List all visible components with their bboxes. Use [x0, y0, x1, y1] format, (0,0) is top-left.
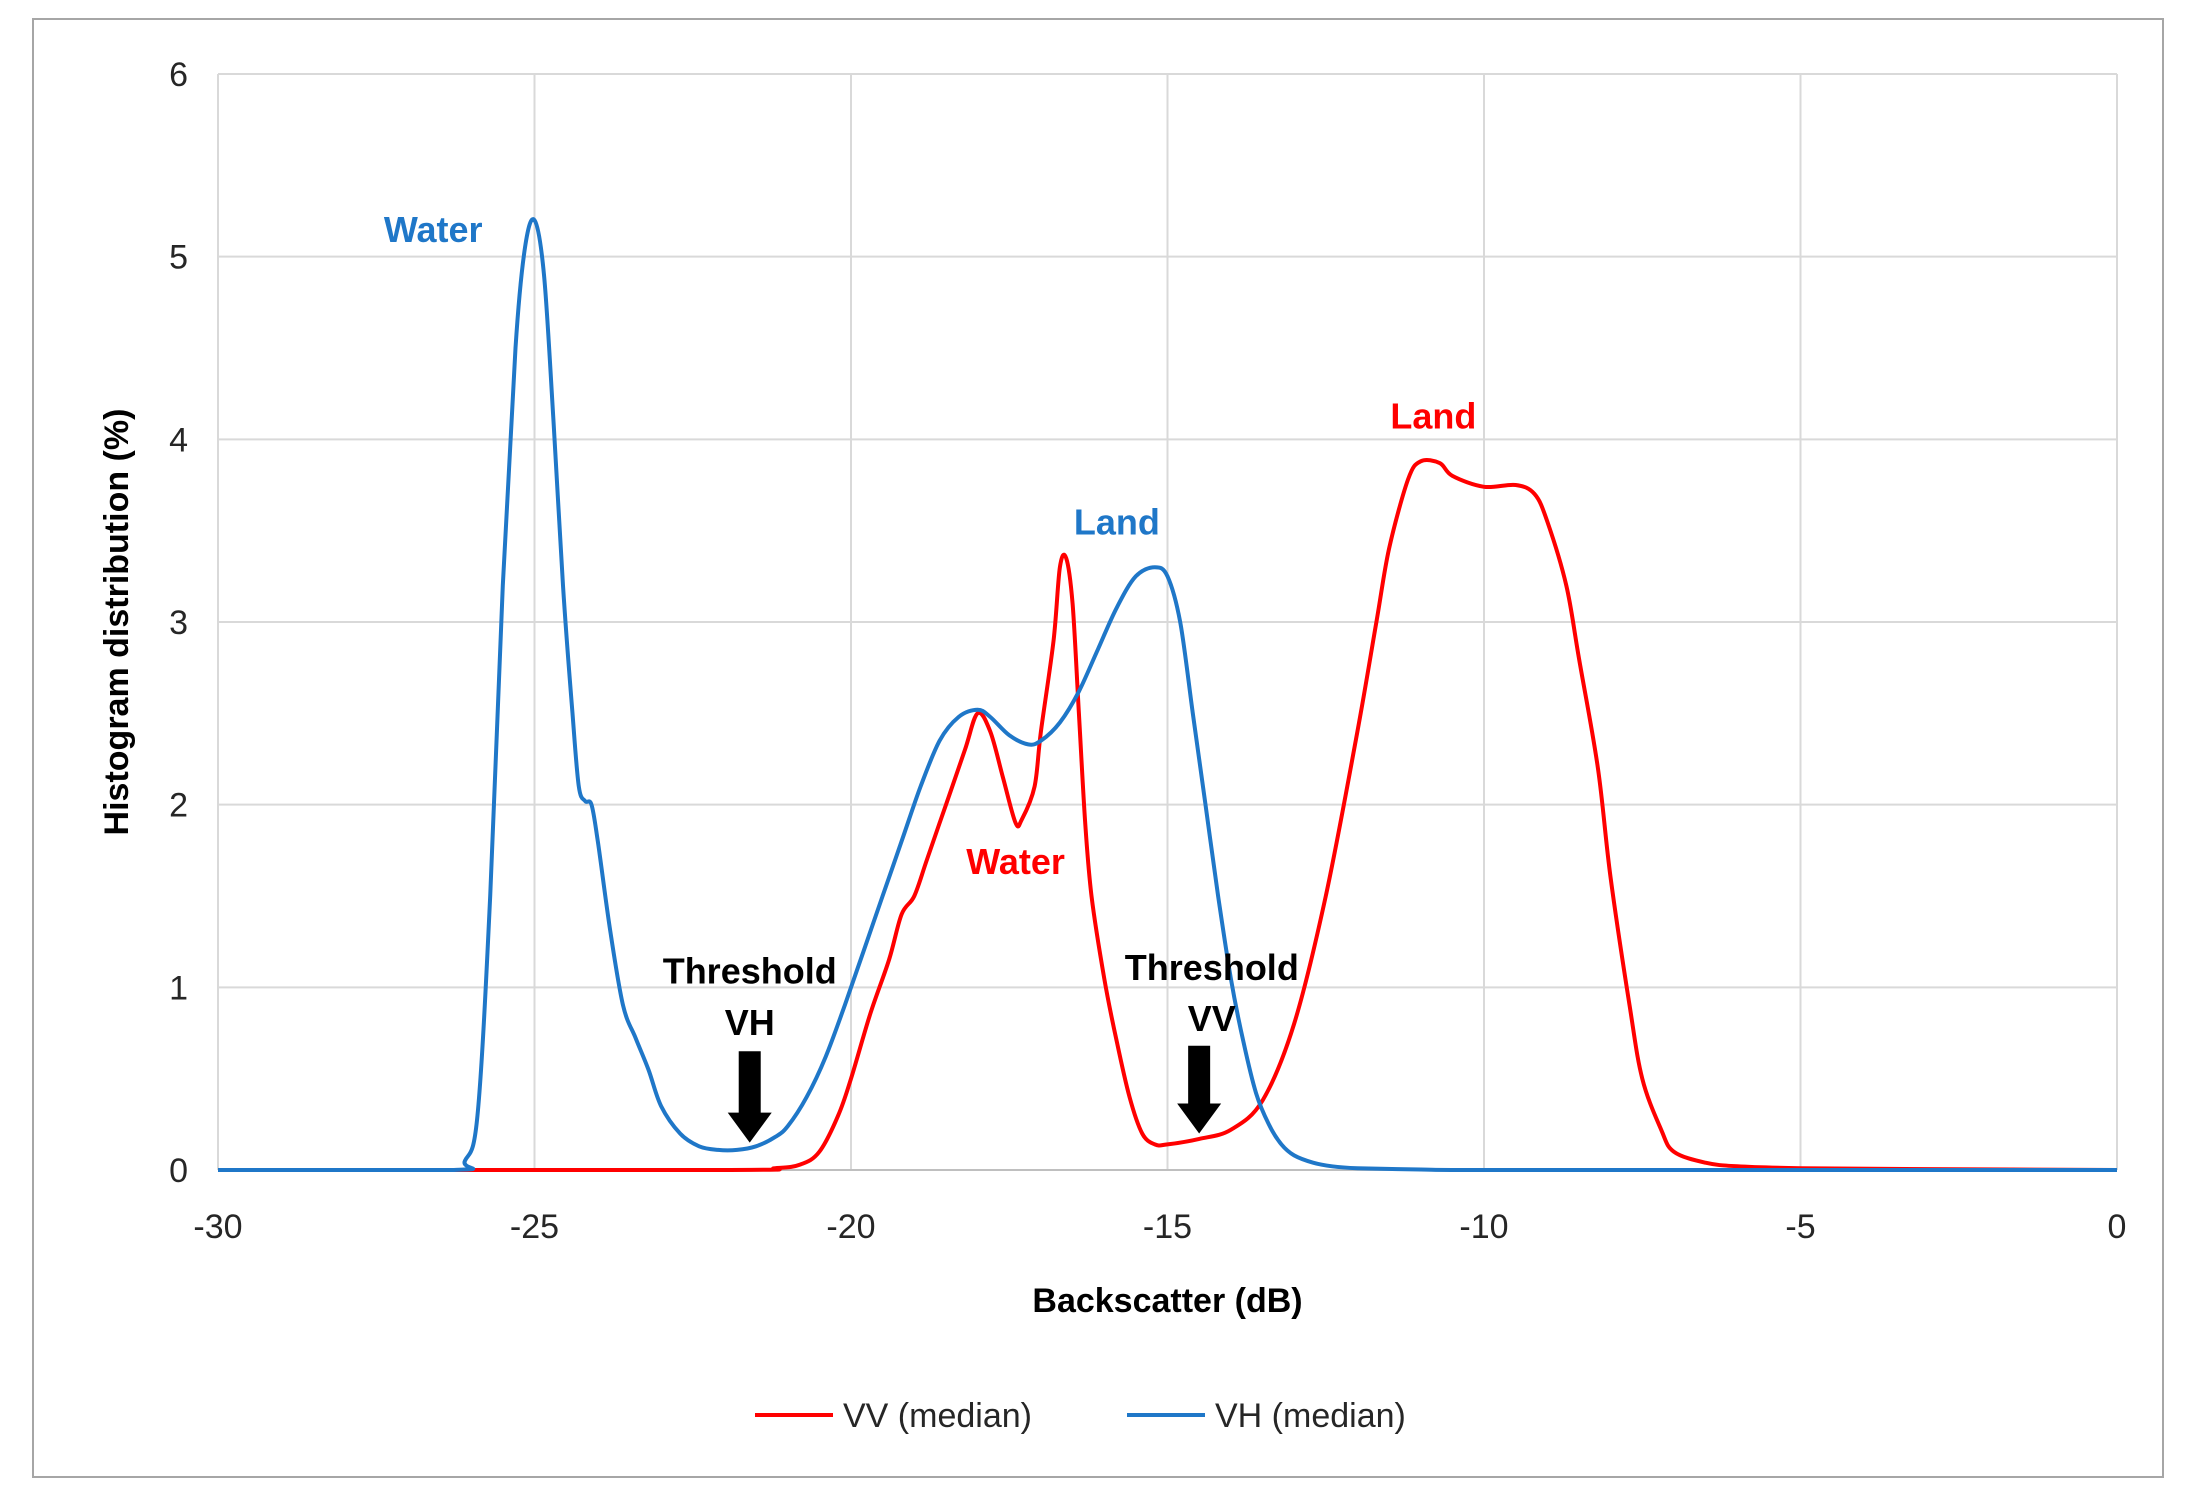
x-tick-label: -30	[193, 1208, 242, 1246]
y-tick-label: 3	[169, 604, 188, 642]
y-axis-title: Histogram distribution (%)	[98, 409, 136, 836]
y-tick-label: 4	[169, 421, 188, 459]
legend: VV (median) VH (median)	[755, 1397, 1406, 1435]
annotation-label: Water	[384, 209, 483, 250]
y-tick-label: 1	[169, 969, 188, 1007]
y-tick-label: 6	[169, 56, 188, 94]
y-tick-label: 0	[169, 1152, 188, 1190]
annotation-label: Water	[966, 841, 1065, 882]
x-axis-title: Backscatter (dB)	[1032, 1282, 1302, 1320]
y-tick-label: 5	[169, 239, 188, 277]
annotation-label: Threshold	[1125, 947, 1299, 988]
x-tick-label: -25	[510, 1208, 559, 1246]
annotation-label: VV	[1188, 998, 1236, 1039]
series-line-vv	[218, 457, 2118, 1173]
threshold-vh-arrow-icon	[727, 1051, 772, 1143]
x-tick-label: 0	[2108, 1208, 2127, 1246]
annotation-label: VH	[725, 1002, 775, 1043]
annotation-label: Land	[1390, 395, 1476, 436]
x-tick-label: -5	[1785, 1208, 1815, 1246]
x-tick-label: -15	[1143, 1208, 1192, 1246]
chart-frame	[32, 18, 2164, 1478]
annotation-label: Land	[1074, 501, 1160, 542]
series-lines	[218, 217, 2118, 1173]
x-tick-label: -10	[1459, 1208, 1508, 1246]
threshold-arrows	[727, 1045, 1222, 1143]
annotation-label: Threshold	[663, 951, 837, 992]
series-line-vh	[218, 217, 2117, 1173]
annotations: Water Land Land Water Threshold VH Threshold VV	[384, 209, 1476, 1043]
grid-lines	[217, 73, 2118, 1171]
y-tick-label: 2	[169, 787, 188, 825]
threshold-vv-arrow-icon	[1177, 1045, 1222, 1134]
x-tick-label: -20	[826, 1208, 875, 1246]
legend-label: VV (median)	[843, 1397, 1032, 1435]
legend-label: VH (median)	[1215, 1397, 1406, 1435]
